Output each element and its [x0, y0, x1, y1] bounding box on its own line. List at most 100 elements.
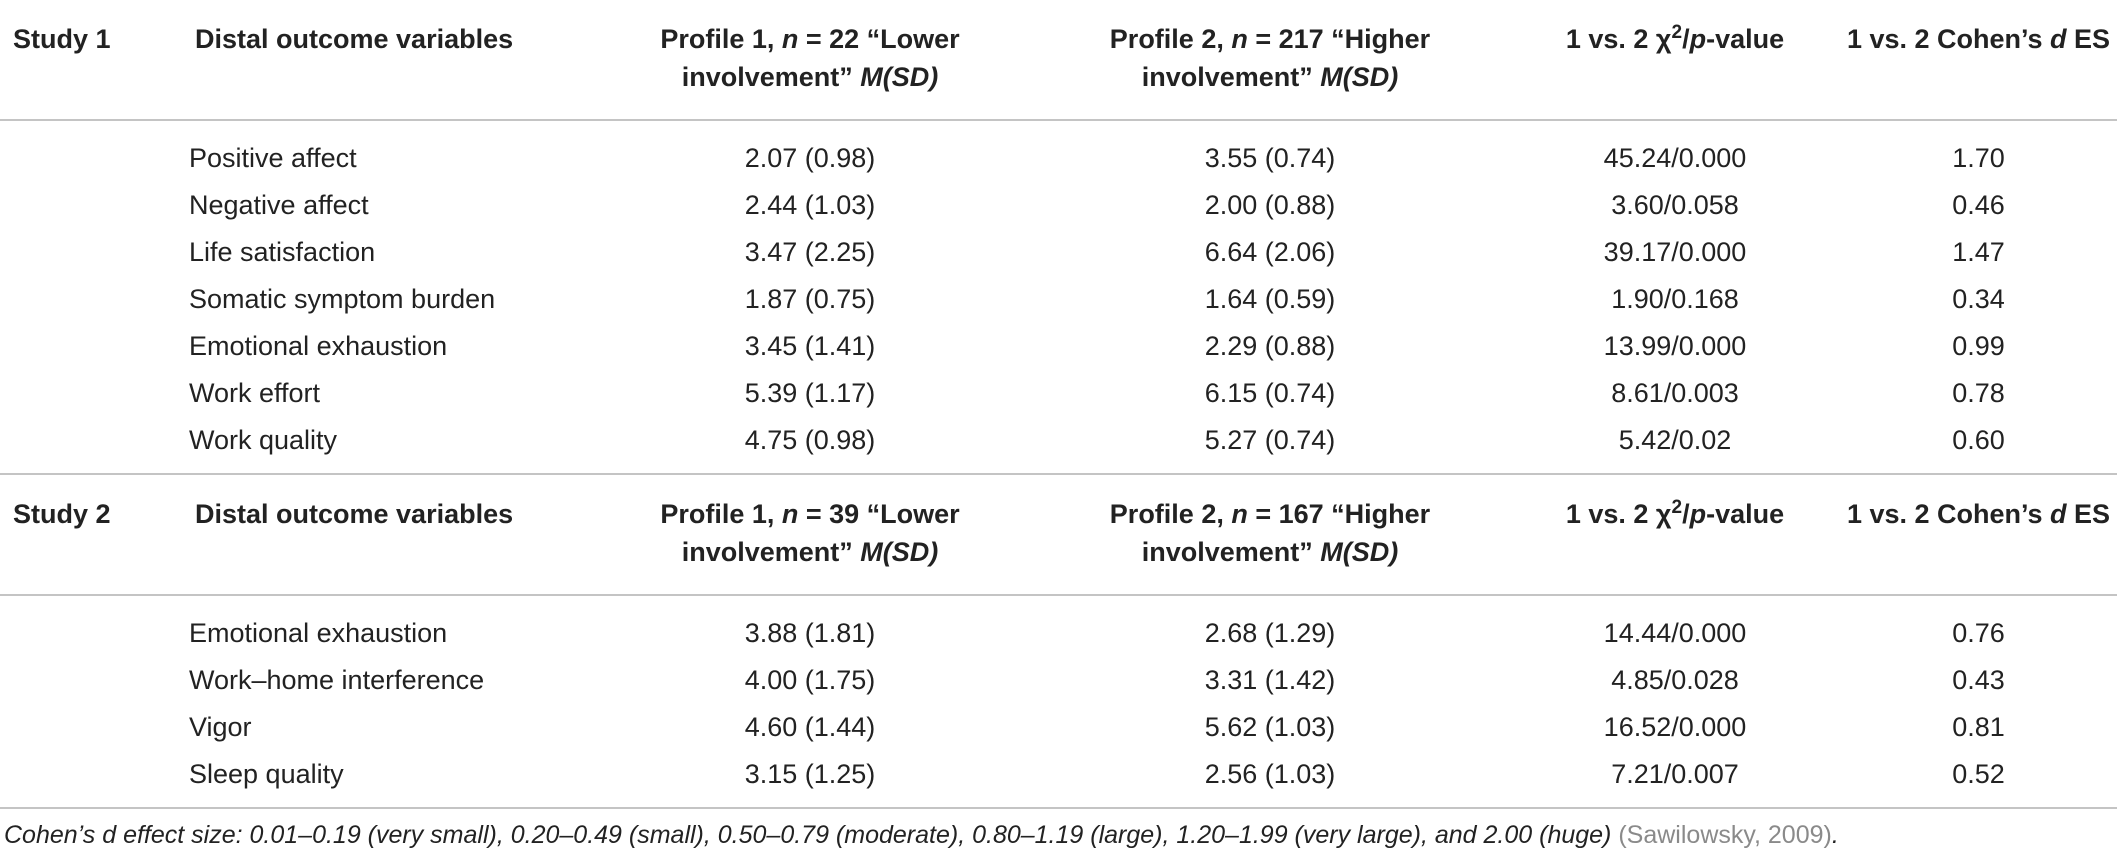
header-cell: Distal outcome variables	[195, 499, 514, 529]
value-cell: 5.62 (1.03)	[1204, 712, 1336, 742]
header-cell: 1 vs. 2 χ2/p-value	[1510, 0, 1840, 120]
value-cell: 1.87 (0.75)	[744, 284, 876, 314]
header-text: d	[2050, 24, 2067, 54]
header-text: 1 vs. 2 χ	[1565, 499, 1672, 529]
header-cell: Profile 1, n = 22 “Lower involvement” M(…	[590, 0, 1030, 120]
header-text: /	[1682, 24, 1690, 54]
value-cell: 5.39 (1.17)	[744, 378, 876, 408]
value-cell: 3.15 (1.25)	[744, 759, 876, 789]
row-label: Positive affect	[189, 143, 357, 173]
header-text: d	[2050, 499, 2067, 529]
header-cell: Study 2	[13, 499, 111, 529]
header-text: /	[1682, 499, 1690, 529]
empty-cell	[0, 751, 175, 808]
header-text: n	[1231, 499, 1248, 529]
value-cell: 45.24/0.000	[1603, 143, 1747, 173]
value-cell: 4.75 (0.98)	[744, 425, 876, 455]
data-row: Life satisfaction 3.47 (2.25) 6.64 (2.06) 3…	[0, 229, 2117, 276]
header-text: n	[781, 499, 799, 529]
empty-cell	[0, 370, 175, 417]
header-text: ES	[2066, 24, 2111, 54]
header-text: M(SD)	[1320, 537, 1399, 567]
empty-cell	[0, 182, 175, 229]
value-cell: 3.60/0.058	[1611, 190, 1739, 220]
header-text: M(SD)	[1320, 62, 1399, 92]
value-cell: 2.68 (1.29)	[1204, 618, 1336, 648]
table-body: Study 1 Distal outcome variables Profile 1…	[0, 0, 2117, 808]
header-text: M(SD)	[860, 537, 939, 567]
value-cell: 4.00 (1.75)	[744, 665, 876, 695]
header-text: 1 vs. 2 χ	[1565, 24, 1672, 54]
header-cell: 1 vs. 2 Cohen’s d ES	[1840, 0, 2117, 120]
value-cell: 2.44 (1.03)	[744, 190, 876, 220]
header-row: Study 1 Distal outcome variables Profile 1…	[0, 0, 2117, 120]
value-cell: 2.29 (0.88)	[1204, 331, 1336, 361]
header-text: = 167 “Higher involvement”	[1141, 499, 1431, 567]
data-row: Positive affect 2.07 (0.98) 3.55 (0.74) 45.…	[0, 120, 2117, 182]
empty-cell	[0, 704, 175, 751]
header-text: n	[781, 24, 799, 54]
header-text: -value	[1706, 24, 1785, 54]
value-cell: 0.76	[1952, 618, 2005, 648]
header-text: 1 vs. 2 Cohen’s	[1846, 499, 2051, 529]
value-cell: 0.81	[1952, 712, 2005, 742]
header-text: 2	[1671, 22, 1683, 43]
header-text: = 39 “Lower involvement”	[681, 499, 960, 567]
value-cell: 2.56 (1.03)	[1204, 759, 1336, 789]
results-table: Study 1 Distal outcome variables Profile 1…	[0, 0, 2117, 808]
header-text: = 22 “Lower involvement”	[681, 24, 960, 92]
header-text: p	[1689, 499, 1707, 529]
header-text: -value	[1706, 499, 1785, 529]
value-cell: 0.78	[1952, 378, 2005, 408]
value-cell: 16.52/0.000	[1603, 712, 1747, 742]
header-cell: Distal outcome variables	[195, 24, 514, 54]
value-cell: 3.47 (2.25)	[744, 237, 876, 267]
empty-cell	[0, 120, 175, 182]
data-row: Work effort 5.39 (1.17) 6.15 (0.74) 8.61/0.…	[0, 370, 2117, 417]
header-cell: Profile 2, n = 217 “Higher involvement” …	[1030, 0, 1510, 120]
header-cell: 1 vs. 2 Cohen’s d ES	[1840, 474, 2117, 595]
empty-cell	[0, 276, 175, 323]
value-cell: 1.47	[1952, 237, 2005, 267]
value-cell: 6.15 (0.74)	[1204, 378, 1336, 408]
row-label: Emotional exhaustion	[189, 331, 448, 361]
data-row: Work–home interference 4.00 (1.75) 3.31 (1…	[0, 657, 2117, 704]
header-cell: Profile 2, n = 167 “Higher involvement” …	[1030, 474, 1510, 595]
header-text: 1 vs. 2 Cohen’s	[1846, 24, 2051, 54]
value-cell: 3.88 (1.81)	[744, 618, 876, 648]
data-row: Somatic symptom burden 1.87 (0.75) 1.64 (0…	[0, 276, 2117, 323]
value-cell: 39.17/0.000	[1603, 237, 1747, 267]
row-label: Vigor	[189, 712, 252, 742]
value-cell: 0.46	[1952, 190, 2005, 220]
header-row: Study 2 Distal outcome variables Profile 1…	[0, 474, 2117, 595]
header-cell: Profile 1, n = 39 “Lower involvement” M(…	[590, 474, 1030, 595]
row-label: Sleep quality	[189, 759, 344, 789]
value-cell: 1.90/0.168	[1611, 284, 1739, 314]
header-text: p	[1689, 24, 1707, 54]
header-text: = 217 “Higher involvement”	[1141, 24, 1431, 92]
footnote-text: .	[1831, 821, 1839, 849]
empty-cell	[0, 323, 175, 370]
value-cell: 4.85/0.028	[1611, 665, 1739, 695]
header-cell: 1 vs. 2 χ2/p-value	[1510, 474, 1840, 595]
value-cell: 14.44/0.000	[1603, 618, 1747, 648]
value-cell: 8.61/0.003	[1611, 378, 1739, 408]
value-cell: 0.60	[1952, 425, 2005, 455]
value-cell: 2.07 (0.98)	[744, 143, 876, 173]
header-text: ES	[2066, 499, 2111, 529]
value-cell: 1.64 (0.59)	[1204, 284, 1336, 314]
value-cell: 0.99	[1952, 331, 2005, 361]
header-text: Profile 2,	[1109, 24, 1232, 54]
data-row: Vigor 4.60 (1.44) 5.62 (1.03) 16.52/0.000 0.…	[0, 704, 2117, 751]
data-row: Sleep quality 3.15 (1.25) 2.56 (1.03) 7.21/…	[0, 751, 2117, 808]
value-cell: 5.42/0.02	[1618, 425, 1732, 455]
value-cell: 3.55 (0.74)	[1204, 143, 1336, 173]
empty-cell	[0, 229, 175, 276]
header-text: M(SD)	[860, 62, 939, 92]
row-label: Work quality	[189, 425, 338, 455]
value-cell: 1.70	[1952, 143, 2005, 173]
value-cell: 2.00 (0.88)	[1204, 190, 1336, 220]
header-text: Profile 1,	[660, 24, 782, 54]
empty-cell	[0, 417, 175, 474]
